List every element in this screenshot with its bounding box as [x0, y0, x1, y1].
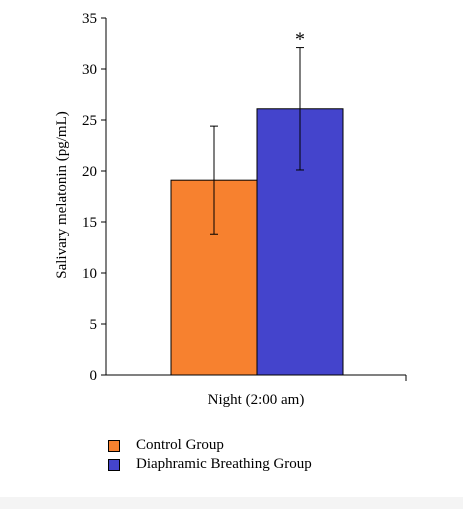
y-tick-label: 25	[82, 113, 97, 129]
y-tick-label: 20	[82, 164, 97, 180]
y-tick-label: 35	[82, 11, 97, 27]
legend-item-breathing: Diaphramic Breathing Group	[108, 455, 326, 473]
y-tick-label: 0	[90, 368, 98, 384]
legend-label-control: Control Group	[136, 437, 224, 453]
y-axis-title: Salivary melatonin (pg/mL)	[54, 111, 70, 278]
x-category-label: Night (2:00 am)	[208, 392, 305, 408]
bar-chart: 0 5 10 15 20 25 30 35 Salivary melatonin (pg/mL…	[54, 11, 407, 408]
legend-item-control: Control Group	[108, 436, 326, 454]
error-bars	[210, 47, 304, 235]
legend-label-breathing: Diaphramic Breathing Group	[136, 456, 312, 472]
legend-swatch-control	[108, 440, 120, 452]
legend-swatch-breathing	[108, 459, 120, 471]
bars	[170, 108, 344, 376]
y-tick-label: 10	[82, 266, 97, 282]
bottom-band	[0, 497, 463, 509]
legend: Control Group Diaphramic Breathing Group	[108, 436, 326, 474]
significance-marker: *	[295, 29, 305, 51]
y-tick-label: 15	[82, 215, 97, 231]
y-axis-ticks: 0 5 10 15 20 25 30 35	[82, 11, 106, 384]
y-tick-label: 5	[90, 317, 98, 333]
y-tick-label: 30	[82, 62, 97, 78]
